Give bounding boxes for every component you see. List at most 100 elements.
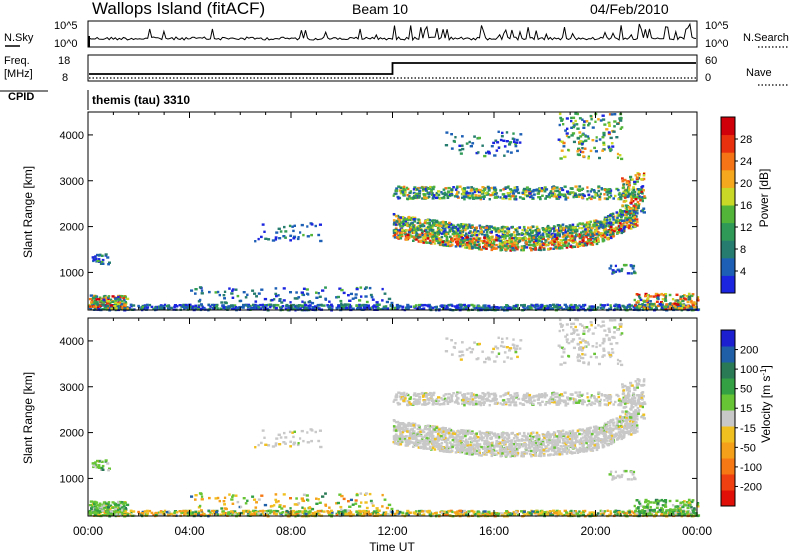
power-cell: [394, 227, 398, 230]
power-cell: [596, 220, 599, 223]
power-cell: [253, 292, 257, 295]
noise-panel: N.Sky 10^5 10^0 10^5 10^0 N.Search: [4, 20, 789, 50]
power-cell: [503, 226, 507, 229]
power-cell: [549, 235, 553, 238]
power-cell: [438, 228, 442, 231]
power-cell: [567, 307, 571, 310]
power-cell: [501, 241, 504, 244]
power-cell: [575, 243, 579, 246]
power-cell: [562, 243, 566, 247]
power-cell: [625, 218, 629, 222]
power-cell: [252, 303, 255, 307]
power-cell: [422, 224, 426, 228]
power-cell: [395, 220, 399, 223]
power-cell: [530, 243, 533, 247]
power-cell: [568, 231, 572, 235]
velocity-cell: [505, 510, 508, 513]
power-cell: [94, 308, 97, 311]
power-cell: [223, 297, 226, 300]
power-cell: [481, 144, 484, 147]
power-cell: [208, 307, 212, 311]
power-cell: [561, 223, 565, 226]
power-cell: [586, 233, 590, 237]
power-cell: [231, 289, 234, 292]
power-cell: [642, 174, 646, 177]
power-cell: [420, 232, 424, 235]
power-cell: [399, 224, 402, 228]
power-cell: [457, 237, 461, 241]
power-cell: [198, 298, 202, 302]
power-cell: [642, 189, 645, 192]
power-cell: [307, 293, 310, 296]
power-cell: [419, 235, 422, 239]
velocity-cell: [558, 512, 562, 515]
power-cell: [642, 305, 646, 308]
power-cell: [476, 246, 480, 250]
power-cell: [612, 197, 615, 200]
power-cell: [483, 308, 487, 311]
power-cell: [523, 246, 526, 249]
power-cell: [598, 138, 602, 141]
power-cell: [632, 188, 636, 192]
power-cell: [401, 308, 404, 311]
power-cell: [532, 193, 536, 196]
power-cell: [121, 300, 124, 303]
power-cell: [561, 235, 565, 239]
power-cell: [489, 193, 493, 197]
power-cell: [492, 141, 496, 145]
power-cell: [428, 223, 431, 226]
power-cell: [513, 140, 516, 144]
power-cell: [194, 307, 198, 310]
power-cell: [537, 235, 541, 238]
power-cell: [547, 305, 550, 309]
power-cell: [491, 242, 494, 245]
power-cell: [630, 197, 633, 201]
power-cell: [477, 233, 480, 236]
power-cell: [573, 236, 577, 239]
power-cell: [456, 240, 460, 243]
power-cell: [495, 228, 498, 232]
velocity-cell: [146, 512, 150, 515]
power-cell: [643, 195, 646, 198]
velocity-cell: [565, 511, 569, 514]
power-cell: [343, 305, 347, 308]
power-cell: [409, 228, 412, 231]
power-cell: [104, 253, 108, 256]
power-cell: [623, 196, 627, 199]
power-cell: [608, 214, 612, 217]
power-cell: [624, 207, 628, 210]
power-cell: [675, 293, 679, 296]
power-cell: [528, 187, 532, 191]
power-cell: [572, 245, 575, 248]
power-cell: [336, 295, 340, 299]
power-cell: [296, 237, 300, 241]
power-cell: [629, 210, 632, 213]
power-cell: [628, 305, 631, 308]
power-cell: [527, 308, 531, 311]
power-cell: [289, 234, 293, 237]
power-cell: [591, 243, 595, 246]
power-cell: [434, 306, 437, 309]
power-cell: [615, 221, 618, 224]
power-cell: [431, 238, 435, 241]
power-cell: [485, 230, 489, 234]
power-cell: [609, 304, 612, 307]
power-cell: [125, 306, 129, 309]
power-cell: [462, 192, 465, 196]
power-cell: [504, 248, 507, 251]
power-cell: [436, 231, 440, 234]
power-cell: [444, 229, 447, 232]
power-cell: [473, 229, 476, 232]
power-cell: [194, 306, 197, 309]
power-cell: [417, 224, 421, 228]
power-cell: [619, 116, 623, 120]
power-cell: [572, 140, 576, 144]
power-cell: [552, 242, 556, 245]
power-cell: [608, 233, 612, 237]
power-cell: [605, 197, 609, 201]
power-cell: [398, 304, 402, 308]
power-cell: [627, 226, 631, 230]
power-cell: [405, 218, 408, 221]
power-cell: [637, 300, 640, 303]
